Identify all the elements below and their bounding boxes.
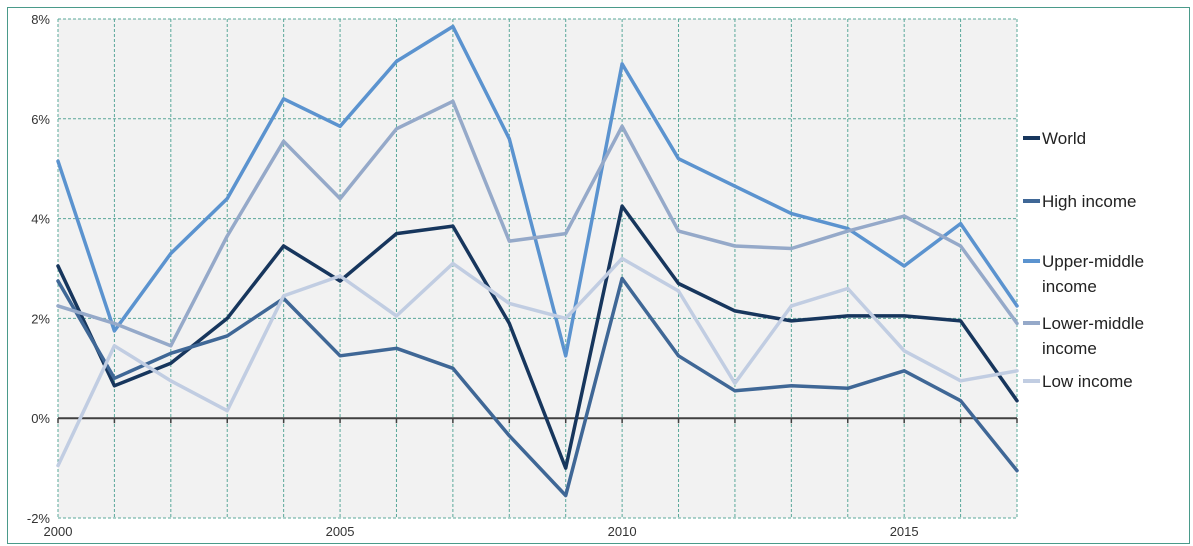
series-line-low-income: [56, 256, 1019, 468]
series-line-world: [56, 204, 1019, 470]
x-tick-label: 2000: [44, 524, 73, 539]
legend-label-lower-middle-income: income: [1042, 339, 1097, 358]
y-tick-label: -2%: [27, 511, 51, 526]
series-line-lower-middle-income: [56, 99, 1019, 348]
legend-label-high-income: High income: [1042, 192, 1137, 211]
x-tick-label: 2015: [890, 524, 919, 539]
legend-label-world: World: [1042, 129, 1086, 148]
legend-label-low-income: Low income: [1042, 372, 1133, 391]
plot-background: [58, 19, 1017, 518]
series-line-high-income: [56, 276, 1019, 498]
legend-label-upper-middle-income: income: [1042, 277, 1097, 296]
legend-label-lower-middle-income: Lower-middle: [1042, 314, 1144, 333]
y-tick-label: 2%: [31, 311, 50, 326]
x-tick-label: 2005: [326, 524, 355, 539]
x-tick-label: 2010: [608, 524, 637, 539]
y-tick-label: 6%: [31, 112, 50, 127]
chart-frame: -2% 0% 2% 4% 6% 8% 2000 2005 2010 2015 World High i…: [7, 7, 1190, 544]
y-tick-label: 4%: [31, 212, 50, 227]
series-line-upper-middle-income: [56, 24, 1019, 358]
y-tick-label: 8%: [31, 12, 50, 27]
line-chart: -2% 0% 2% 4% 6% 8% 2000 2005 2010 2015 World High i…: [27, 12, 1144, 539]
y-tick-label: 0%: [31, 411, 50, 426]
legend-label-upper-middle-income: Upper-middle: [1042, 252, 1144, 271]
